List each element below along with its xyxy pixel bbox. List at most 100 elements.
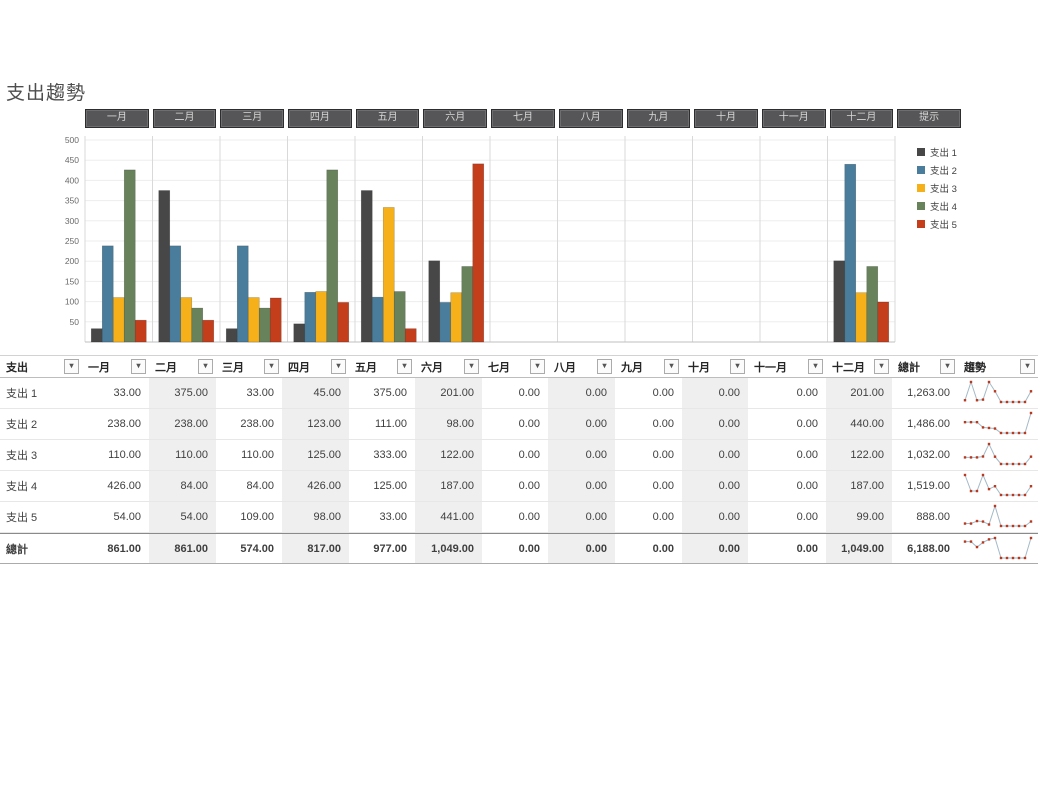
value-cell-七月[interactable]: 0.00: [482, 378, 548, 409]
column-header-2[interactable]: 一月 ▾: [82, 355, 149, 378]
trend-cell[interactable]: [958, 409, 1038, 440]
filter-dropdown-icon[interactable]: ▾: [331, 359, 346, 374]
value-cell-五月[interactable]: 375.00: [349, 378, 415, 409]
value-cell-九月[interactable]: 0.00: [615, 409, 682, 440]
month-button-3[interactable]: 三月: [220, 109, 285, 128]
value-cell-九月[interactable]: 0.00: [615, 533, 682, 564]
value-cell-七月[interactable]: 0.00: [482, 533, 548, 564]
value-cell-十一月[interactable]: 0.00: [748, 409, 826, 440]
value-cell-十二月[interactable]: 1,049.00: [826, 533, 892, 564]
value-cell-八月[interactable]: 0.00: [548, 502, 615, 533]
value-cell-四月[interactable]: 817.00: [282, 533, 349, 564]
value-cell-七月[interactable]: 0.00: [482, 471, 548, 502]
trend-cell[interactable]: [958, 440, 1038, 471]
total-cell[interactable]: 888.00: [892, 502, 958, 533]
column-header-7[interactable]: 六月 ▾: [415, 355, 482, 378]
trend-cell[interactable]: [958, 502, 1038, 533]
value-cell-三月[interactable]: 238.00: [216, 409, 282, 440]
trend-cell[interactable]: [958, 471, 1038, 502]
value-cell-二月[interactable]: 375.00: [149, 378, 216, 409]
value-cell-一月[interactable]: 861.00: [82, 533, 149, 564]
value-cell-三月[interactable]: 33.00: [216, 378, 282, 409]
total-cell[interactable]: 6,188.00: [892, 533, 958, 564]
value-cell-六月[interactable]: 122.00: [415, 440, 482, 471]
value-cell-十一月[interactable]: 0.00: [748, 502, 826, 533]
value-cell-八月[interactable]: 0.00: [548, 378, 615, 409]
row-label-cell[interactable]: 支出 3: [0, 440, 82, 471]
value-cell-九月[interactable]: 0.00: [615, 378, 682, 409]
filter-dropdown-icon[interactable]: ▾: [664, 359, 679, 374]
value-cell-十月[interactable]: 0.00: [682, 533, 748, 564]
value-cell-六月[interactable]: 1,049.00: [415, 533, 482, 564]
row-label-cell[interactable]: 支出 4: [0, 471, 82, 502]
value-cell-十月[interactable]: 0.00: [682, 471, 748, 502]
value-cell-四月[interactable]: 123.00: [282, 409, 349, 440]
total-cell[interactable]: 1,263.00: [892, 378, 958, 409]
value-cell-六月[interactable]: 201.00: [415, 378, 482, 409]
value-cell-六月[interactable]: 441.00: [415, 502, 482, 533]
month-button-12[interactable]: 十二月: [829, 109, 894, 128]
total-cell[interactable]: 1,519.00: [892, 471, 958, 502]
value-cell-五月[interactable]: 111.00: [349, 409, 415, 440]
value-cell-四月[interactable]: 125.00: [282, 440, 349, 471]
filter-dropdown-icon[interactable]: ▾: [64, 359, 79, 374]
value-cell-十月[interactable]: 0.00: [682, 409, 748, 440]
filter-dropdown-icon[interactable]: ▾: [597, 359, 612, 374]
month-button-8[interactable]: 八月: [558, 109, 623, 128]
row-label-cell[interactable]: 總計: [0, 533, 82, 564]
value-cell-七月[interactable]: 0.00: [482, 440, 548, 471]
value-cell-四月[interactable]: 426.00: [282, 471, 349, 502]
month-button-2[interactable]: 二月: [152, 109, 217, 128]
column-header-1[interactable]: 支出 ▾: [0, 355, 82, 378]
column-header-5[interactable]: 四月 ▾: [282, 355, 349, 378]
value-cell-一月[interactable]: 238.00: [82, 409, 149, 440]
value-cell-十二月[interactable]: 440.00: [826, 409, 892, 440]
value-cell-十二月[interactable]: 187.00: [826, 471, 892, 502]
column-header-13[interactable]: 十二月 ▾: [826, 355, 892, 378]
column-header-8[interactable]: 七月 ▾: [482, 355, 548, 378]
value-cell-十一月[interactable]: 0.00: [748, 533, 826, 564]
value-cell-十一月[interactable]: 0.00: [748, 378, 826, 409]
value-cell-九月[interactable]: 0.00: [615, 502, 682, 533]
value-cell-三月[interactable]: 84.00: [216, 471, 282, 502]
value-cell-九月[interactable]: 0.00: [615, 440, 682, 471]
value-cell-四月[interactable]: 45.00: [282, 378, 349, 409]
value-cell-十二月[interactable]: 201.00: [826, 378, 892, 409]
value-cell-一月[interactable]: 110.00: [82, 440, 149, 471]
column-header-12[interactable]: 十一月 ▾: [748, 355, 826, 378]
value-cell-一月[interactable]: 426.00: [82, 471, 149, 502]
value-cell-十二月[interactable]: 122.00: [826, 440, 892, 471]
month-button-5[interactable]: 五月: [355, 109, 420, 128]
value-cell-十月[interactable]: 0.00: [682, 378, 748, 409]
value-cell-八月[interactable]: 0.00: [548, 533, 615, 564]
filter-dropdown-icon[interactable]: ▾: [198, 359, 213, 374]
filter-dropdown-icon[interactable]: ▾: [874, 359, 889, 374]
value-cell-八月[interactable]: 0.00: [548, 409, 615, 440]
value-cell-五月[interactable]: 333.00: [349, 440, 415, 471]
row-label-cell[interactable]: 支出 1: [0, 378, 82, 409]
value-cell-五月[interactable]: 125.00: [349, 471, 415, 502]
filter-dropdown-icon[interactable]: ▾: [940, 359, 955, 374]
row-label-cell[interactable]: 支出 5: [0, 502, 82, 533]
filter-dropdown-icon[interactable]: ▾: [730, 359, 745, 374]
value-cell-二月[interactable]: 110.00: [149, 440, 216, 471]
month-button-9[interactable]: 九月: [626, 109, 691, 128]
value-cell-五月[interactable]: 977.00: [349, 533, 415, 564]
column-header-15[interactable]: 趨勢 ▾: [958, 355, 1038, 378]
value-cell-十二月[interactable]: 99.00: [826, 502, 892, 533]
trend-cell[interactable]: [958, 533, 1038, 564]
filter-dropdown-icon[interactable]: ▾: [397, 359, 412, 374]
trend-cell[interactable]: [958, 378, 1038, 409]
value-cell-二月[interactable]: 54.00: [149, 502, 216, 533]
row-label-cell[interactable]: 支出 2: [0, 409, 82, 440]
value-cell-八月[interactable]: 0.00: [548, 440, 615, 471]
value-cell-六月[interactable]: 187.00: [415, 471, 482, 502]
month-button-13[interactable]: 提示: [897, 109, 961, 128]
column-header-3[interactable]: 二月 ▾: [149, 355, 216, 378]
filter-dropdown-icon[interactable]: ▾: [530, 359, 545, 374]
column-header-9[interactable]: 八月 ▾: [548, 355, 615, 378]
value-cell-十一月[interactable]: 0.00: [748, 440, 826, 471]
column-header-11[interactable]: 十月 ▾: [682, 355, 748, 378]
value-cell-五月[interactable]: 33.00: [349, 502, 415, 533]
value-cell-一月[interactable]: 54.00: [82, 502, 149, 533]
